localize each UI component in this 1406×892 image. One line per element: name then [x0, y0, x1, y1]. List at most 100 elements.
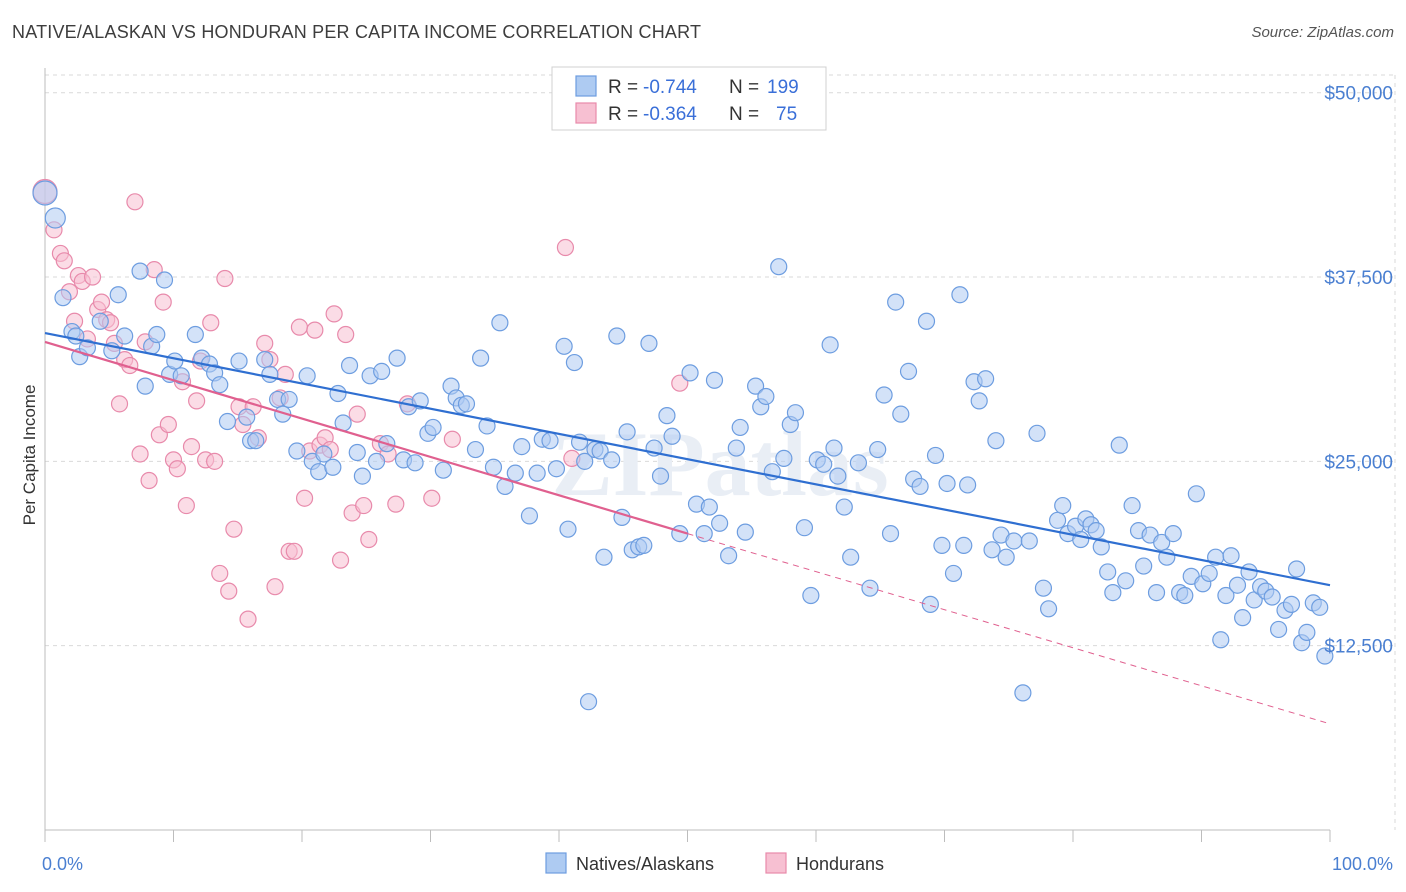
- legend-n-label-hondurans: N =: [729, 104, 759, 125]
- native-point-149: [1005, 532, 1023, 550]
- hondurans-points: [32, 178, 689, 628]
- native-point-201: [1316, 647, 1334, 665]
- series-legend-natives: Natives/Alaskans: [576, 854, 714, 874]
- native-point-37: [310, 463, 328, 481]
- native-point-30: [261, 365, 279, 383]
- native-point-94: [663, 427, 681, 445]
- watermark: ZIPatlas: [551, 413, 888, 515]
- native-point-99: [700, 498, 718, 516]
- legend-r-value-natives: -0.744: [643, 77, 697, 98]
- native-point-23: [211, 376, 229, 394]
- legend-r-label-natives: R =: [608, 77, 638, 98]
- native-point-175: [1164, 525, 1182, 543]
- x-tick-label-1: 100.0%: [1332, 854, 1393, 874]
- native-point-126: [875, 386, 893, 404]
- series-legend: Natives/Alaskans Hondurans: [545, 852, 884, 874]
- y-tick-label-0: $12,500: [1324, 637, 1393, 658]
- native-point-98: [695, 525, 713, 543]
- native-point-75: [559, 520, 577, 538]
- native-point-84: [608, 327, 626, 345]
- series-legend-swatch-hondurans: [765, 852, 787, 874]
- honduran-point-21: [140, 471, 158, 490]
- honduran-point-68: [387, 495, 405, 513]
- series-legend-swatch-natives: [545, 852, 567, 874]
- native-point-188: [1240, 563, 1258, 581]
- native-point-132: [911, 477, 929, 496]
- native-point-155: [1048, 511, 1067, 529]
- native-point-110: [770, 258, 788, 276]
- native-point-25: [230, 352, 248, 370]
- honduran-point-11: [92, 293, 111, 311]
- native-point-134: [921, 595, 939, 613]
- native-point-122: [842, 548, 860, 566]
- native-point-114: [795, 519, 814, 537]
- native-point-125: [869, 440, 887, 459]
- y-tick-label-1: $25,000: [1324, 452, 1393, 473]
- native-point-92: [651, 467, 670, 485]
- native-point-76: [565, 353, 584, 372]
- native-point-93: [658, 407, 676, 425]
- native-point-128: [887, 293, 905, 311]
- native-point-105: [736, 523, 754, 541]
- native-point-79: [579, 693, 598, 711]
- native-point-86: [618, 423, 636, 441]
- native-point-166: [1110, 436, 1128, 454]
- native-point-9: [109, 286, 127, 304]
- native-point-46: [367, 452, 386, 470]
- native-point-117: [815, 455, 833, 473]
- native-point-104: [731, 418, 749, 437]
- legend-swatch-hondurans: [575, 102, 597, 124]
- native-point-74: [555, 337, 573, 355]
- native-point-34: [288, 442, 306, 460]
- native-point-33: [280, 390, 298, 409]
- native-point-119: [825, 439, 843, 457]
- honduran-point-15: [110, 395, 129, 413]
- native-point-100: [705, 371, 724, 389]
- legend-n-label-natives: N =: [729, 77, 759, 98]
- native-point-70: [528, 464, 546, 482]
- native-point-43: [348, 443, 366, 462]
- native-point-40: [329, 384, 347, 403]
- legend-r-label-hondurans: R =: [608, 104, 638, 125]
- native-point-106: [747, 377, 765, 395]
- honduran-point-74: [671, 374, 689, 392]
- native-point-108: [757, 387, 775, 406]
- honduran-point-70: [423, 489, 441, 507]
- native-point-89: [635, 536, 653, 555]
- native-point-42: [340, 356, 359, 375]
- honduran-point-36: [211, 564, 229, 583]
- native-point-167: [1117, 572, 1135, 590]
- native-point-193: [1269, 620, 1288, 639]
- native-point-177: [1176, 586, 1194, 605]
- honduran-point-64: [355, 496, 373, 515]
- native-point-192: [1263, 588, 1281, 606]
- honduran-point-37: [216, 269, 234, 288]
- native-point-129: [892, 405, 910, 423]
- native-point-159: [1072, 530, 1090, 549]
- native-point-121: [835, 498, 853, 516]
- native-point-195: [1282, 595, 1301, 613]
- honduran-point-19: [131, 445, 149, 463]
- legend-r-value-hondurans: -0.364: [643, 104, 697, 125]
- native-point-120: [829, 467, 847, 485]
- native-point-14: [148, 325, 166, 344]
- native-point-103: [727, 439, 745, 457]
- native-point-1: [44, 207, 66, 229]
- honduran-point-52: [290, 318, 309, 336]
- native-point-24: [218, 412, 237, 431]
- native-point-38: [315, 445, 333, 463]
- native-point-153: [1034, 579, 1053, 597]
- native-point-68: [513, 438, 531, 456]
- honduran-point-63: [348, 405, 366, 423]
- honduran-point-30: [182, 438, 201, 456]
- honduran-point-27: [168, 460, 186, 478]
- native-point-83: [603, 451, 621, 469]
- native-point-26: [238, 408, 256, 426]
- honduran-point-31: [188, 392, 206, 410]
- source-credit: Source: ZipAtlas.com: [1251, 24, 1394, 41]
- y-tick-label-2: $37,500: [1324, 268, 1393, 289]
- native-point-144: [977, 370, 995, 388]
- native-point-200: [1311, 598, 1329, 616]
- honduran-point-34: [202, 314, 220, 332]
- native-point-60: [457, 395, 476, 413]
